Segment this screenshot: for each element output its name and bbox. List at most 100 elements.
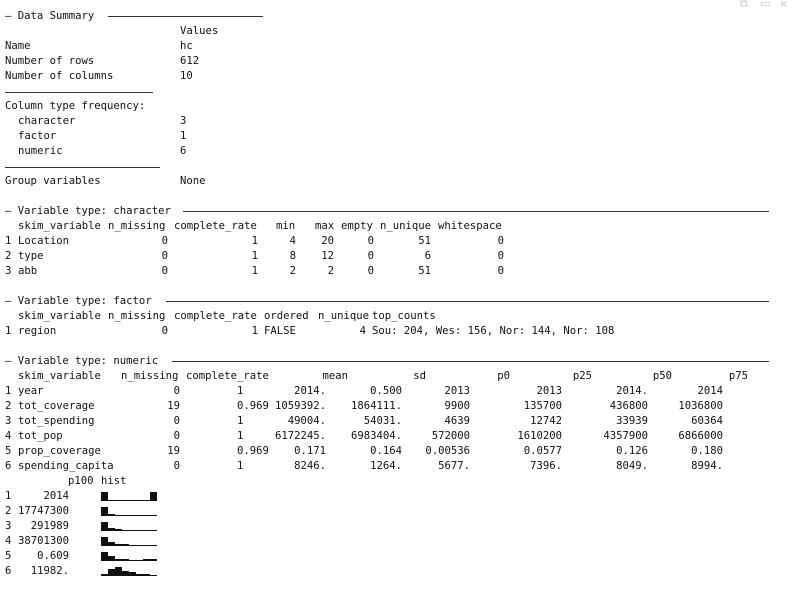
- restore-icon[interactable]: ⧉: [740, 0, 748, 10]
- column-header: mean: [322, 370, 348, 382]
- values-header: Values: [180, 25, 219, 37]
- mean-cell: 0.171: [294, 445, 326, 457]
- row-index: 2: [5, 400, 12, 412]
- column-header: p75: [728, 370, 748, 382]
- histogram-svg: [101, 492, 157, 501]
- p100-cell: 291989: [30, 520, 69, 532]
- p100-cell: 38701300: [17, 535, 69, 547]
- summary-value: hc: [180, 40, 193, 52]
- row-index: 5: [5, 550, 12, 562]
- min-cell: 2: [289, 265, 296, 277]
- mean-cell: 49004.: [287, 415, 326, 427]
- col-type-label: factor: [18, 130, 57, 142]
- histogram-bar: [108, 556, 115, 561]
- mean-cell: 1059392.: [274, 400, 326, 412]
- histogram-bar: [101, 492, 108, 501]
- sd-cell: 1264.: [370, 460, 402, 472]
- minimize-icon[interactable]: ▭: [760, 0, 771, 10]
- data-summary-title: — Data Summary: [5, 10, 95, 22]
- histogram-bar: [115, 567, 122, 576]
- histogram-sparkline: [101, 537, 157, 546]
- col-type-value: 1: [180, 130, 187, 142]
- summary-label: Number of columns: [5, 70, 114, 82]
- skim-variable: tot_coverage: [18, 400, 95, 412]
- histogram-sparkline: [101, 552, 157, 561]
- skim-variable: tot_pop: [18, 430, 63, 442]
- row-index: 1: [5, 385, 12, 397]
- histogram-bar: [143, 574, 150, 576]
- col-type-value: 3: [180, 115, 187, 127]
- column-header: max: [315, 220, 335, 232]
- p50-cell: 33939: [616, 415, 648, 427]
- p25-cell: 12742: [530, 415, 562, 427]
- column-header: hist: [101, 475, 127, 487]
- p25-cell: 135700: [523, 400, 562, 412]
- sd-cell: 54031.: [363, 415, 402, 427]
- n-missing-cell: 0: [173, 430, 180, 442]
- histogram-bar: [108, 569, 115, 576]
- histogram-svg: [101, 552, 157, 561]
- character-section-title: — Variable type: character: [5, 205, 171, 217]
- whitespace-cell: 0: [497, 265, 504, 277]
- ordered-cell: FALSE: [264, 325, 296, 337]
- col-type-label: character: [18, 115, 76, 127]
- column-header: n_missing: [108, 310, 166, 322]
- close-icon[interactable]: ×: [779, 0, 789, 10]
- skim-variable: abb: [18, 265, 38, 277]
- complete-rate-cell: 1: [237, 460, 244, 472]
- n-missing-cell: 0: [161, 265, 168, 277]
- row-index: 1: [5, 490, 12, 502]
- histogram-baseline: [101, 530, 157, 531]
- row-index: 4: [5, 535, 12, 547]
- histogram-bar: [136, 574, 143, 576]
- row-index: 3: [5, 520, 12, 532]
- p75-cell: 6866000: [678, 430, 723, 442]
- p100-cell: 0.609: [37, 550, 69, 562]
- p0-cell: 5677.: [438, 460, 470, 472]
- skim-variable: tot_spending: [18, 415, 95, 427]
- histogram-bar: [150, 559, 157, 561]
- p75-cell: 0.180: [691, 445, 723, 457]
- column-header: n_unique: [318, 310, 370, 322]
- row-index: 4: [5, 430, 12, 442]
- p50-cell: 2014.: [616, 385, 648, 397]
- p25-cell: 0.0577: [523, 445, 562, 457]
- column-header: complete_rate: [174, 220, 257, 232]
- complete-rate-cell: 1: [251, 265, 258, 277]
- p0-cell: 4639: [444, 415, 470, 427]
- numeric-section-rule: [172, 361, 769, 362]
- n-missing-cell: 0: [173, 415, 180, 427]
- complete-rate-cell: 1: [251, 235, 258, 247]
- column-header: p25: [572, 370, 592, 382]
- whitespace-cell: 0: [497, 235, 504, 247]
- max-cell: 20: [321, 235, 334, 247]
- min-cell: 4: [289, 235, 296, 247]
- histogram-bar: [101, 507, 108, 516]
- n-unique-cell: 6: [424, 250, 431, 262]
- histogram-baseline: [101, 515, 157, 516]
- n-missing-cell: 19: [167, 400, 180, 412]
- histogram-baseline: [101, 500, 157, 501]
- column-header: p100: [68, 475, 94, 487]
- p25-cell: 1610200: [517, 430, 562, 442]
- row-index: 6: [5, 460, 12, 472]
- summary-divider: [5, 92, 153, 93]
- column-header: sd: [413, 370, 426, 382]
- numeric-section-title: — Variable type: numeric: [5, 355, 159, 367]
- column-header: whitespace: [438, 220, 502, 232]
- column-header: complete_rate: [174, 310, 257, 322]
- p0-cell: 2013: [444, 385, 470, 397]
- column-header: ordered: [264, 310, 309, 322]
- p75-cell: 1036800: [678, 400, 723, 412]
- summary-value: 612: [180, 55, 200, 67]
- n-missing-cell: 0: [161, 325, 168, 337]
- complete-rate-cell: 1: [237, 430, 244, 442]
- n-missing-cell: 19: [167, 445, 180, 457]
- sd-cell: 1864111.: [350, 400, 402, 412]
- empty-cell: 0: [367, 235, 374, 247]
- min-cell: 8: [289, 250, 296, 262]
- n-unique-cell: 51: [418, 235, 431, 247]
- summary-label: Name: [5, 40, 31, 52]
- p100-cell: 2014: [43, 490, 69, 502]
